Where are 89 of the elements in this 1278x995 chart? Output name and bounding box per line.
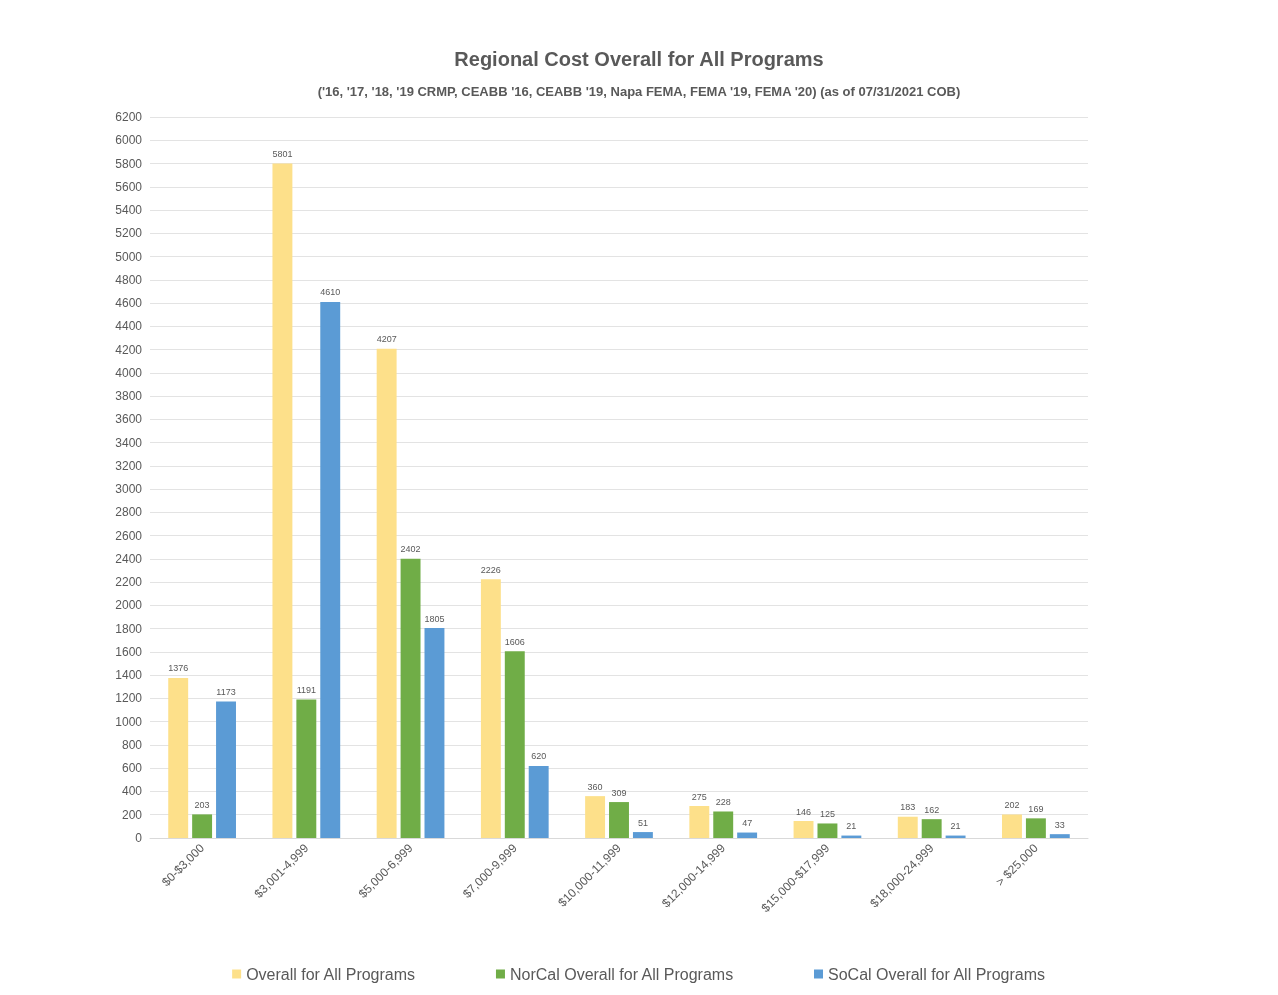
bar bbox=[1049, 834, 1070, 838]
bar bbox=[424, 628, 445, 838]
y-tick-label: 2800 bbox=[115, 505, 143, 520]
y-tick-label: 3000 bbox=[115, 482, 143, 497]
legend-label: Overall for All Programs bbox=[246, 965, 416, 983]
y-tick-label: 5600 bbox=[115, 179, 143, 194]
y-tick-label: 2200 bbox=[115, 575, 143, 590]
bar bbox=[376, 348, 397, 838]
data-label: 1805 bbox=[424, 613, 445, 624]
y-tick-label: 4200 bbox=[115, 342, 143, 357]
y-tick-label: 4000 bbox=[115, 365, 143, 380]
y-tick-label: 3600 bbox=[115, 412, 143, 427]
data-label: 146 bbox=[796, 806, 812, 817]
data-label: 51 bbox=[637, 817, 648, 828]
data-label: 1606 bbox=[504, 636, 525, 647]
y-tick-label: 6000 bbox=[115, 133, 143, 148]
bar bbox=[793, 821, 814, 838]
bar bbox=[296, 699, 317, 838]
bar bbox=[921, 819, 942, 838]
y-tick-label: 0 bbox=[135, 831, 143, 845]
legend-label: NorCal Overall for All Programs bbox=[509, 965, 734, 983]
y-tick-label: 2000 bbox=[115, 598, 143, 613]
data-label: 202 bbox=[1004, 800, 1020, 811]
data-label: 275 bbox=[691, 791, 707, 802]
bar bbox=[817, 823, 838, 838]
data-label: 360 bbox=[587, 781, 603, 792]
y-tick-label: 1000 bbox=[115, 714, 143, 729]
y-tick-label: 6200 bbox=[115, 110, 143, 124]
y-tick-label: 800 bbox=[121, 737, 143, 752]
bar bbox=[585, 796, 606, 838]
bar bbox=[689, 806, 710, 838]
bar bbox=[192, 814, 213, 838]
data-label: 21 bbox=[950, 821, 961, 832]
bar bbox=[528, 765, 549, 838]
data-label: 47 bbox=[742, 818, 753, 829]
y-tick-label: 200 bbox=[121, 807, 143, 822]
data-label: 4610 bbox=[320, 287, 341, 298]
data-label: 309 bbox=[611, 787, 627, 798]
bar bbox=[897, 816, 918, 838]
bar bbox=[504, 651, 525, 838]
y-tick-label: 4800 bbox=[115, 272, 143, 287]
bar bbox=[480, 579, 501, 838]
y-tick-label: 1200 bbox=[115, 691, 143, 706]
y-tick-label: 5800 bbox=[115, 156, 143, 171]
data-label: 1191 bbox=[296, 685, 317, 695]
y-tick-label: 5200 bbox=[115, 226, 143, 241]
bar bbox=[1025, 818, 1046, 838]
data-label: 5801 bbox=[272, 148, 293, 159]
y-tick-label: 400 bbox=[121, 784, 143, 799]
bar bbox=[632, 832, 653, 838]
bar bbox=[713, 811, 734, 838]
y-tick-label: 1600 bbox=[115, 644, 143, 659]
y-tick-label: 4600 bbox=[115, 296, 143, 311]
y-tick-label: 600 bbox=[121, 761, 143, 776]
data-label: 2402 bbox=[400, 544, 421, 555]
bar bbox=[737, 832, 758, 838]
data-label: 1173 bbox=[216, 687, 236, 698]
data-label: 183 bbox=[900, 802, 916, 813]
y-tick-label: 1400 bbox=[115, 668, 143, 683]
data-label: 2226 bbox=[480, 564, 501, 575]
data-label: 4207 bbox=[376, 334, 397, 345]
chart-title: Regional Cost Overall for All Programs bbox=[454, 48, 824, 70]
bar bbox=[320, 301, 341, 838]
data-label: 203 bbox=[194, 799, 210, 810]
chart-subtitle: ('16, '17, '18, '19 CRMP, CEABB '16, CEABB '19, Napa FEMA, FEMA '19, FEMA '20) (as of 07/31/2021 COB) bbox=[317, 84, 961, 99]
data-label: 169 bbox=[1028, 803, 1044, 814]
bar bbox=[400, 558, 421, 838]
data-label: 228 bbox=[715, 796, 731, 807]
data-label: 620 bbox=[531, 751, 547, 762]
y-tick-label: 3400 bbox=[115, 435, 143, 450]
y-tick-label: 4400 bbox=[115, 319, 143, 334]
data-label: 33 bbox=[1054, 819, 1065, 830]
data-label: 1376 bbox=[168, 663, 189, 674]
data-label: 21 bbox=[846, 821, 857, 832]
bar bbox=[216, 701, 236, 838]
y-tick-label: 1800 bbox=[115, 621, 143, 636]
bar bbox=[272, 163, 293, 838]
y-tick-label: 3200 bbox=[115, 458, 143, 473]
bar bbox=[1002, 814, 1022, 838]
y-tick-label: 5000 bbox=[115, 249, 143, 264]
legend-label: SoCal Overall for All Programs bbox=[828, 965, 1045, 983]
bar bbox=[168, 677, 189, 838]
y-tick-label: 5400 bbox=[115, 203, 143, 218]
bar bbox=[609, 802, 629, 838]
y-tick-label: 2400 bbox=[115, 551, 143, 566]
y-tick-label: 2600 bbox=[115, 528, 143, 543]
data-label: 125 bbox=[819, 808, 835, 819]
y-tick-label: 3800 bbox=[115, 389, 143, 404]
data-label: 162 bbox=[924, 804, 940, 815]
